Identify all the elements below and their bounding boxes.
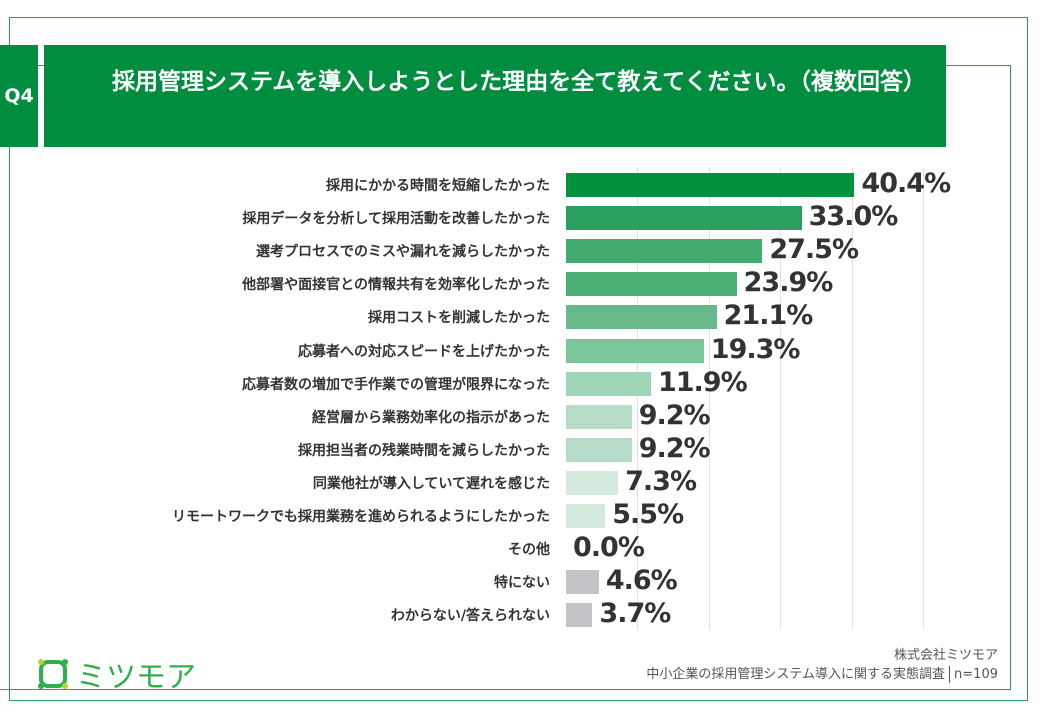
sample-size: n=109 — [954, 667, 998, 682]
bar — [566, 570, 599, 595]
value-label: 27.5% — [769, 234, 859, 266]
gridline — [923, 168, 924, 630]
question-title: 採用管理システムを導入しようとした理由を全て教えてください。（複数回答） — [44, 45, 946, 147]
bar — [566, 173, 855, 197]
category-label: 同業他社が導入していて遅れを感じた — [312, 475, 550, 492]
value-label: 21.1% — [723, 300, 814, 332]
value-label: 3.7% — [599, 598, 671, 630]
survey-name: 中小企業の採用管理システム導入に関する実態調査 — [646, 667, 946, 682]
question-number: Q4 — [0, 45, 38, 147]
bar — [566, 404, 632, 429]
outer-frame — [9, 17, 1028, 701]
category-label: リモートワークでも採用業務を進められるようにしたかった — [172, 509, 550, 525]
value-label: 0.0% — [573, 532, 645, 564]
bar-row: その他 0.0% — [0, 532, 1040, 565]
bar-chart: 採用にかかる時間を短縮したかった 40.4% 採用データを分析して採用活動を改善した… — [0, 160, 1040, 630]
bar-row: 経営層から業務効率化の指示があった 9.2% — [0, 400, 1040, 433]
gridline — [708, 168, 710, 630]
company-name: 株式会社ミツモア — [893, 648, 998, 663]
value-label: 7.3% — [625, 465, 697, 497]
category-label: 採用にかかる時間を短縮したかった — [326, 178, 550, 194]
category-label: 選考プロセスでのミスや漏れを減らしたかった — [256, 244, 550, 261]
bar-row: 採用データを分析して採用活動を改善したかった 33.0% — [0, 201, 1040, 234]
bar-row: 採用にかかる時間を短縮したかった 40.4% — [0, 168, 1040, 201]
category-label: 特にない — [494, 575, 550, 592]
bar — [566, 371, 651, 396]
value-label: 11.9% — [657, 366, 748, 398]
bar — [566, 206, 802, 231]
bar-row: わからない/答えられない 3.7% — [0, 598, 1040, 631]
bar — [566, 338, 704, 363]
gridline — [637, 168, 639, 630]
value-label: 23.9% — [743, 267, 834, 299]
value-label: 9.2% — [638, 399, 711, 431]
value-label: 19.3% — [710, 333, 801, 365]
logo-icon — [38, 659, 68, 689]
bar-row: 応募者への対応スピードを上げたかった 19.3% — [0, 334, 1040, 367]
bar-row: 応募者数の増加で手作業での管理が限界になった 11.9% — [0, 367, 1040, 400]
gridline — [851, 168, 853, 630]
category-label: 経営層から業務効率化の指示があった — [312, 409, 550, 426]
value-label: 5.5% — [612, 499, 684, 530]
bar-row: 採用担当者の残業時間を減らしたかった 9.2% — [0, 433, 1040, 466]
value-label: 33.0% — [808, 201, 899, 233]
bar — [566, 603, 593, 628]
gridline — [780, 168, 782, 630]
bar — [566, 470, 619, 495]
logo: ミツモア — [38, 652, 196, 696]
bar — [566, 239, 763, 264]
category-label: わからない/答えられない — [390, 608, 550, 625]
category-label: 応募者への対応スピードを上げたかった — [298, 343, 550, 360]
category-label: 採用データを分析して採用活動を改善したかった — [242, 211, 550, 228]
bar-row: 他部署や面接官との情報共有を効率化したかった 23.9% — [0, 267, 1040, 300]
value-label: 4.6% — [605, 565, 678, 597]
value-label: 40.4% — [861, 168, 951, 199]
bar — [566, 272, 737, 297]
category-label: 応募者数の増加で手作業での管理が限界になった — [242, 376, 550, 393]
category-label: 採用担当者の残業時間を減らしたかった — [298, 442, 550, 459]
category-label: 採用コストを削減したかった — [368, 310, 550, 327]
category-label: その他 — [508, 542, 550, 559]
logo-text: ミツモア — [76, 660, 196, 695]
bar — [566, 504, 606, 528]
bar — [566, 437, 632, 462]
bar-row: 同業他社が導入していて遅れを感じた 7.3% — [0, 466, 1040, 499]
bar-row: 特にない 4.6% — [0, 565, 1040, 598]
value-label: 9.2% — [638, 432, 711, 464]
bar — [566, 305, 717, 330]
bar-row: 採用コストを削減したかった 21.1% — [0, 300, 1040, 333]
category-label: 他部署や面接官との情報共有を効率化したかった — [242, 277, 550, 294]
bar-row: リモートワークでも採用業務を進められるようにしたかった 5.5% — [0, 499, 1040, 532]
bar-row: 選考プロセスでのミスや漏れを減らしたかった 27.5% — [0, 234, 1040, 267]
source: 株式会社ミツモア 中小企業の採用管理システム導入に関する実態調査 n=109 — [646, 646, 998, 684]
